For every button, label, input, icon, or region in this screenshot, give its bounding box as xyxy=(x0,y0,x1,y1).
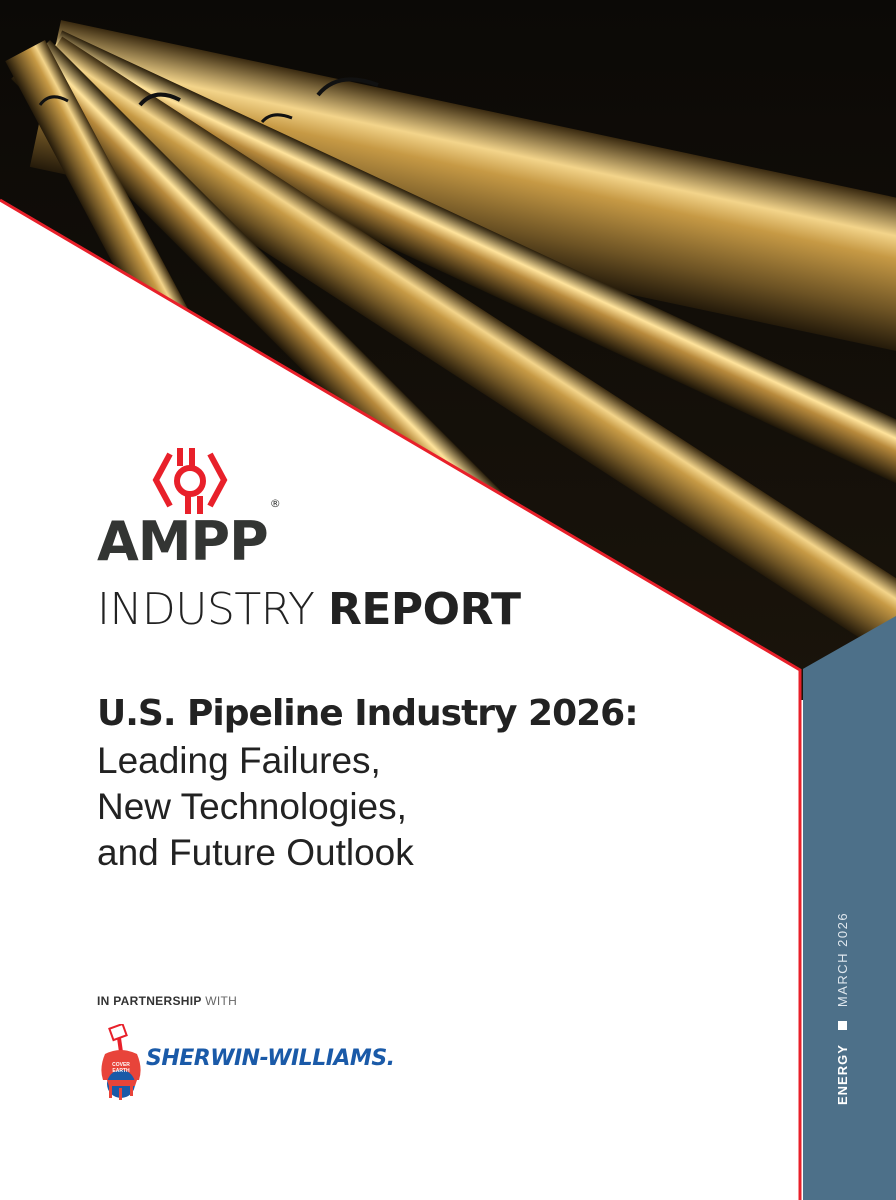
registered-mark: ® xyxy=(269,497,281,510)
brand-name: AMPP xyxy=(97,510,269,573)
partnership-label: IN PARTNERSHIP WITH xyxy=(97,994,237,1008)
title-line-3: and Future Outlook xyxy=(97,832,414,873)
category-label: ENERGY xyxy=(835,1044,850,1105)
partner-wordmark: SHERWIN-WILLIAMS. xyxy=(146,1046,395,1071)
title-bold-line: U.S. Pipeline Industry 2026: xyxy=(97,693,639,734)
side-panel-label: ENERGY MARCH 2026 xyxy=(835,912,850,1105)
title-line-1: Leading Failures, xyxy=(97,740,381,781)
svg-text:EARTH: EARTH xyxy=(112,1068,130,1074)
issue-date: MARCH 2026 xyxy=(835,911,850,1008)
partnership-label-light: WITH xyxy=(205,994,238,1008)
ampp-wordmark: AMPP® xyxy=(97,498,281,569)
report-label-light: INDUSTRY xyxy=(97,584,315,635)
ampp-hexagon-logo-icon xyxy=(150,446,230,516)
report-title: U.S. Pipeline Industry 2026: Leading Fai… xyxy=(97,690,639,876)
report-label-bold: REPORT xyxy=(327,584,521,635)
svg-text:COVER: COVER xyxy=(112,1062,130,1068)
partnership-label-bold: IN PARTNERSHIP xyxy=(97,994,202,1008)
cover-the-earth-logo-icon: COVER EARTH xyxy=(97,1022,159,1102)
title-line-2: New Technologies, xyxy=(97,786,407,827)
report-label: INDUSTRY REPORT xyxy=(97,584,521,632)
square-bullet-icon xyxy=(838,1021,847,1031)
